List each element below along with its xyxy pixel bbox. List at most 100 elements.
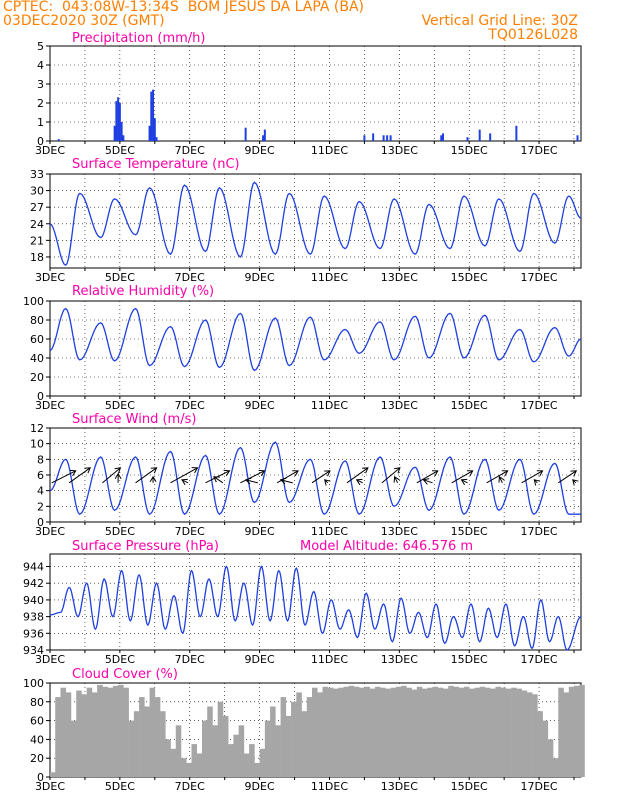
- precip-bar: [478, 129, 481, 141]
- cloud-bar: [537, 711, 543, 777]
- cloud-bar: [479, 686, 486, 777]
- y-tick-label: 0: [37, 135, 44, 148]
- cloud-bar: [453, 686, 460, 777]
- cloud-bar: [191, 744, 198, 777]
- panel-title: Cloud Cover (%): [72, 667, 178, 682]
- cloud-bar: [306, 697, 313, 777]
- y-tick-label: 33: [30, 168, 44, 181]
- cloud-bar: [128, 720, 135, 777]
- station-title: CPTEC: 043:08W-13:34S BOM JESUS DA LAPA …: [3, 0, 365, 15]
- cloud-bar: [385, 688, 391, 777]
- cloud-bar: [70, 720, 77, 777]
- x-tick-label: 13DEC: [381, 271, 418, 284]
- x-tick-label: 17DEC: [521, 144, 558, 157]
- cloud-bar: [401, 685, 407, 777]
- x-tick-label: 9DEC: [245, 525, 275, 538]
- panel-frame: [49, 553, 582, 651]
- x-tick-label: 9DEC: [245, 653, 275, 666]
- x-tick-label: 15DEC: [451, 271, 488, 284]
- cloud-bar: [285, 715, 292, 777]
- y-tick-label: 100: [23, 295, 44, 308]
- wind-vector-head: [324, 470, 331, 477]
- wind-vector: [51, 470, 76, 484]
- x-tick-label: 7DEC: [175, 525, 205, 538]
- cloud-bar: [86, 687, 93, 777]
- wind-vector: [346, 467, 369, 484]
- panel-title: Relative Humidity (%): [72, 284, 214, 299]
- x-tick-label: 5DEC: [105, 653, 135, 666]
- x-tick-label: 3DEC: [35, 144, 65, 157]
- cloud-bar: [427, 687, 433, 777]
- forecast-run-time: 03DEC2020 30Z (GMT): [3, 13, 165, 29]
- precip-bar: [155, 137, 158, 141]
- wind-vector: [416, 470, 439, 484]
- cloud-bar: [353, 686, 360, 777]
- x-tick-label: 7DEC: [175, 144, 205, 157]
- precip-bar: [372, 133, 375, 141]
- panel-frame: [49, 173, 582, 269]
- y-tick-label: 6: [37, 469, 44, 482]
- y-tick-label: 0: [37, 390, 44, 403]
- cloud-bar: [574, 685, 580, 777]
- wind-vector: [521, 470, 543, 484]
- y-tick-label: 8: [37, 453, 44, 466]
- wind-vector: [280, 479, 293, 484]
- precip-bar: [576, 135, 579, 141]
- y-tick-label: 21: [30, 234, 44, 247]
- x-tick-label: 3DEC: [35, 653, 65, 666]
- cloud-bar: [160, 711, 166, 777]
- wind-vector-head: [181, 478, 188, 486]
- wind-vector-head: [258, 469, 266, 477]
- wind-vector-head: [191, 467, 199, 474]
- y-tick-label: 2: [37, 500, 44, 513]
- y-tick-label: 938: [23, 611, 44, 624]
- x-tick-label: 17DEC: [521, 271, 558, 284]
- precip-bar: [389, 135, 392, 141]
- cloud-bar: [463, 686, 470, 777]
- x-tick-label: 9DEC: [245, 780, 275, 793]
- wind-vector-head: [69, 469, 77, 477]
- precip-bar: [152, 89, 155, 141]
- panel-title: Surface Wind (m/s): [72, 412, 196, 427]
- cloud-bar: [196, 753, 203, 777]
- wind-vector: [68, 467, 91, 484]
- wind-vector-head: [149, 475, 157, 483]
- panel-title: Surface Temperature (nC): [72, 157, 240, 172]
- y-tick-label: 10: [30, 438, 44, 451]
- precip-bar: [57, 139, 60, 141]
- temp-series-line: [49, 181, 582, 267]
- cloud-bar: [60, 687, 67, 777]
- panel-temp: 18 21 24 27 30 33 3DEC 5DEC 7DEC 9DEC 11DEC 13DEC 15…: [30, 157, 582, 284]
- precip-bar: [515, 125, 518, 141]
- y-tick-label: 80: [30, 696, 44, 709]
- x-tick-label: 5DEC: [105, 780, 135, 793]
- precip-bar: [363, 135, 366, 141]
- cloud-bar: [254, 762, 260, 777]
- wind-vector-head: [292, 470, 299, 477]
- precip-bar: [148, 125, 151, 141]
- wind-vector: [213, 476, 224, 484]
- y-tick-label: 18: [30, 251, 44, 264]
- x-tick-label: 13DEC: [381, 780, 418, 793]
- x-tick-label: 13DEC: [381, 525, 418, 538]
- model-code: TQ0126L028: [488, 27, 578, 43]
- precip-bar: [153, 118, 156, 141]
- cloud-bar: [469, 688, 475, 777]
- cloud-bar: [563, 692, 570, 777]
- wind-vector-head: [498, 475, 505, 483]
- precip-bar: [113, 125, 116, 141]
- x-tick-label: 9DEC: [245, 271, 275, 284]
- wind-vector-head: [114, 467, 122, 474]
- panel-title: Precipitation (mm/h): [72, 31, 205, 46]
- y-tick-label: 60: [30, 715, 44, 728]
- panel-subtitle: Model Altitude: 646.576 m: [300, 539, 473, 554]
- wind-vector-head: [213, 476, 220, 483]
- y-tick-label: 20: [30, 371, 44, 384]
- y-tick-label: 942: [23, 577, 44, 590]
- wind-vector-head: [431, 470, 439, 477]
- x-tick-label: 3DEC: [35, 271, 65, 284]
- cloud-bar: [374, 686, 381, 777]
- wind-vector-head: [394, 467, 401, 474]
- wind-vector: [311, 470, 331, 484]
- cloud-bar: [521, 690, 528, 777]
